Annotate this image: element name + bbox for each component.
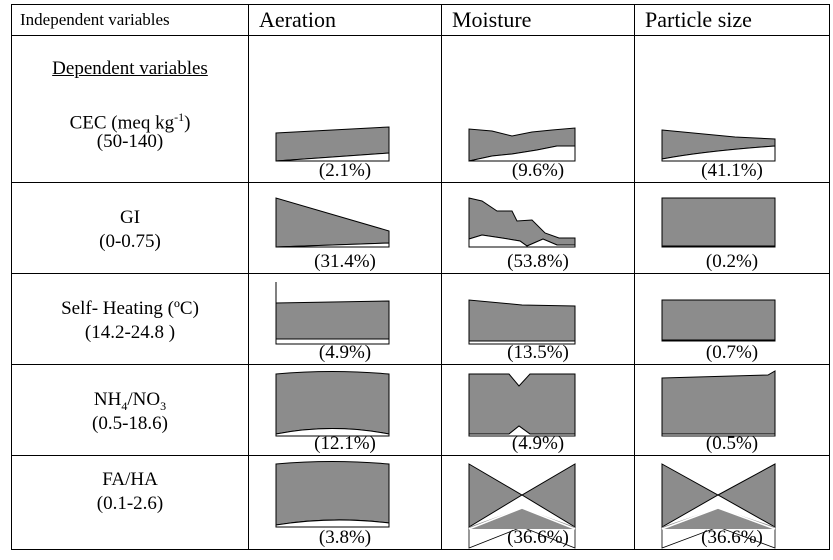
cell-nh4-no3-moisture: (4.9%) — [441, 364, 635, 456]
sensitivity-shape — [661, 299, 776, 342]
cell-self-heating-moisture: (13.5%) — [441, 273, 635, 365]
sensitivity-percent: (36.6%) — [507, 527, 569, 548]
sensitivity-percent: (41.1%) — [701, 160, 763, 181]
sensitivity-percent: (13.5%) — [507, 342, 569, 363]
row-range-nh4-no3: (0.5-18.6) — [92, 413, 168, 434]
cell-nh4-no3-particle-size: (0.5%) — [634, 364, 830, 456]
column-header-moisture: Moisture — [441, 4, 635, 36]
cell-fa-ha-aeration: (3.8%) — [248, 455, 442, 550]
column-header-aeration: Aeration — [248, 4, 442, 36]
sensitivity-percent: (12.1%) — [314, 433, 376, 454]
sensitivity-shape — [468, 299, 576, 345]
row-label-self-heating: Self- Heating (ºC) (14.2-24.8 ) — [11, 273, 249, 365]
sensitivity-percent: (4.9%) — [318, 342, 372, 363]
sensitivity-percent: (0.5%) — [705, 433, 759, 454]
sensitivity-percent: (0.7%) — [705, 342, 759, 363]
sensitivity-shape — [468, 463, 576, 549]
row-name-nh4-no3: NH4/NO3 — [93, 389, 167, 413]
sensitivity-percent: (36.6%) — [701, 527, 763, 548]
row-label-nh4-no3: NH4/NO3 (0.5-18.6) — [11, 364, 249, 456]
sensitivity-shape — [275, 371, 390, 437]
column-header-particle-size: Particle size — [634, 4, 830, 36]
cell-cec-particle-size: (41.1%) — [634, 35, 830, 183]
sensitivity-shape — [275, 197, 390, 248]
row-range-gi: (0-0.75) — [99, 231, 161, 252]
sensitivity-shape — [275, 282, 390, 345]
cell-gi-moisture: (53.8%) — [441, 182, 635, 274]
cell-nh4-no3-aeration: (12.1%) — [248, 364, 442, 456]
header-row: Independent variables Aeration Moisture … — [11, 4, 830, 36]
row-range-self-heating: (14.2-24.8 ) — [84, 322, 176, 343]
row-name-fa-ha: FA/HA — [102, 469, 158, 490]
cell-self-heating-aeration: (4.9%) — [248, 273, 442, 365]
row-name-self-heating: Self- Heating (ºC) — [61, 298, 199, 319]
sensitivity-table: Independent variables Aeration Moisture … — [11, 4, 830, 550]
sensitivity-percent: (31.4%) — [314, 251, 376, 272]
row-label-gi: GI (0-0.75) — [11, 182, 249, 274]
sensitivity-percent: (53.8%) — [507, 251, 569, 272]
sensitivity-percent: (4.9%) — [511, 433, 565, 454]
sensitivity-shape — [275, 126, 390, 162]
row-name-cec: CEC (meq kg-1) — [69, 110, 191, 134]
row-label-fa-ha: FA/HA (0.1-2.6) — [11, 455, 249, 550]
cell-self-heating-particle-size: (0.7%) — [634, 273, 830, 365]
sensitivity-percent: (2.1%) — [318, 160, 372, 181]
sensitivity-percent: (0.2%) — [705, 251, 759, 272]
dependent-variables-heading: Dependent variables — [52, 58, 208, 79]
table-row-fa-ha: FA/HA (0.1-2.6) (3.8%) (36.6%) — [11, 455, 830, 550]
row-name-gi: GI — [119, 207, 141, 228]
row-range-fa-ha: (0.1-2.6) — [96, 493, 164, 514]
table-row-self-heating: Self- Heating (ºC) (14.2-24.8 ) (4.9%) (… — [11, 273, 830, 365]
sensitivity-shape — [661, 197, 776, 248]
sensitivity-shape — [661, 370, 776, 437]
row-label-cec: Dependent variables CEC (meq kg-1) (50-1… — [11, 35, 249, 183]
cell-gi-particle-size: (0.2%) — [634, 182, 830, 274]
table-row-cec: Dependent variables CEC (meq kg-1) (50-1… — [11, 35, 830, 183]
sensitivity-shape — [275, 461, 390, 528]
sensitivity-percent: (3.8%) — [318, 527, 372, 548]
cell-cec-aeration: (2.1%) — [248, 35, 442, 183]
sensitivity-percent: (9.6%) — [511, 160, 565, 181]
sensitivity-shape — [468, 127, 576, 162]
sensitivity-shape — [661, 463, 776, 549]
sensitivity-shape — [468, 373, 576, 437]
cell-gi-aeration: (31.4%) — [248, 182, 442, 274]
row-range-cec: (50-140) — [96, 131, 164, 152]
sensitivity-shape — [468, 197, 576, 248]
sensitivity-shape — [661, 129, 776, 162]
table-row-nh4-no3: NH4/NO3 (0.5-18.6) (12.1%) (4.9%) (0.5%) — [11, 364, 830, 456]
cell-fa-ha-particle-size: (36.6%) — [634, 455, 830, 550]
cell-cec-moisture: (9.6%) — [441, 35, 635, 183]
independent-variables-header: Independent variables — [11, 4, 249, 36]
table-row-gi: GI (0-0.75) (31.4%) (53.8%) (0.2%) — [11, 182, 830, 274]
cell-fa-ha-moisture: (36.6%) — [441, 455, 635, 550]
